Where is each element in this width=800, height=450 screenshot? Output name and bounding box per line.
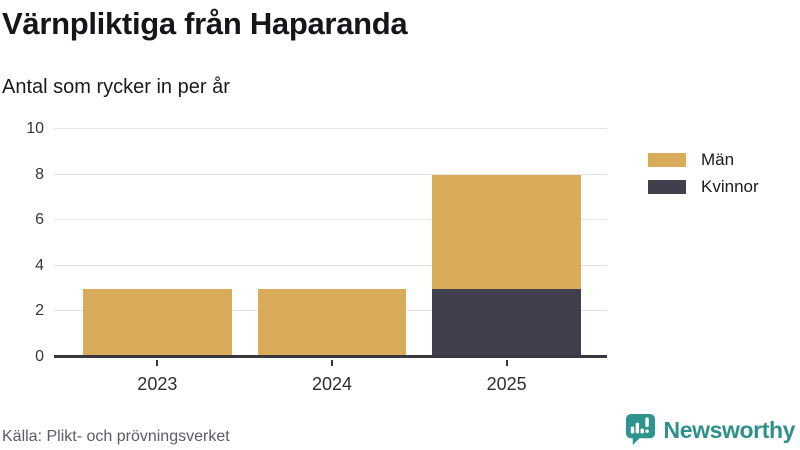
gridline-8 [54, 173, 607, 175]
y-axis-tick-label: 0 [35, 348, 44, 365]
gridline-4 [54, 264, 607, 266]
legend: Män Kvinnor [648, 146, 759, 200]
legend-label: Kvinnor [701, 176, 759, 196]
x-axis-tick [331, 360, 333, 366]
x-axis-tick [505, 360, 508, 366]
bar-2023 [82, 288, 232, 357]
y-axis-labels: 0 2 4 6 8 10 [0, 120, 44, 365]
bar-segment-män-2023 [82, 288, 232, 357]
legend-item-kvinnor: Kvinnor [648, 173, 759, 200]
x-axis-label: 2023 [137, 374, 178, 394]
y-axis-tick-label: 10 [26, 120, 44, 137]
x-axis-label: 2024 [311, 374, 353, 394]
source-caption: Källa: Plikt- och prövningsverket [2, 428, 230, 445]
category-slot-2024: 2024 [245, 129, 420, 394]
x-axis-tick [156, 360, 159, 366]
category-slot-2023: 2023 [70, 129, 245, 394]
legend-swatch-män [648, 152, 686, 167]
chart-title: Värnpliktiga från Haparanda [2, 6, 408, 41]
gridline-6 [54, 219, 607, 221]
category-slot-2025: 2025 [419, 129, 594, 394]
legend-label: Män [701, 149, 735, 169]
brand-name: Newsworthy [663, 417, 796, 443]
x-axis-line [54, 355, 607, 358]
bar-segment-män-2025 [432, 174, 582, 289]
y-axis-tick-label: 6 [35, 211, 44, 229]
bar-2024 [257, 288, 407, 357]
y-axis-tick-label: 2 [35, 302, 44, 320]
newsworthy-logo[interactable]: Newsworthy [625, 413, 795, 448]
bar-segment-män-2024 [257, 288, 407, 357]
legend-swatch-kvinnor [648, 179, 686, 194]
bar-segment-kvinnor-2025 [432, 288, 582, 357]
y-axis-tick-label: 8 [35, 165, 44, 183]
chart-subtitle: Antal som rycker in per år [2, 76, 230, 98]
legend-item-män: Män [648, 146, 759, 173]
y-axis-tick-label: 4 [35, 256, 44, 274]
x-axis-label: 2025 [486, 374, 527, 394]
bar-2025 [432, 174, 582, 357]
bars-container: 2023 2024 2025 [70, 129, 594, 394]
newsworthy-icon [625, 414, 655, 446]
gridline-10 [54, 128, 607, 129]
plot-area: 2023 2024 2025 [54, 128, 607, 394]
